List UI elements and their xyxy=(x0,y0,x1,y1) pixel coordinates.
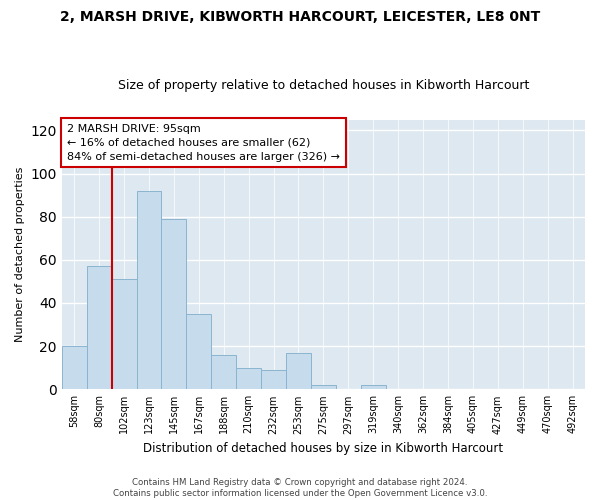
Text: 2, MARSH DRIVE, KIBWORTH HARCOURT, LEICESTER, LE8 0NT: 2, MARSH DRIVE, KIBWORTH HARCOURT, LEICE… xyxy=(60,10,540,24)
Bar xyxy=(187,314,211,390)
Bar xyxy=(62,346,87,390)
Bar xyxy=(112,279,137,390)
Bar xyxy=(261,370,286,390)
Text: Contains HM Land Registry data © Crown copyright and database right 2024.
Contai: Contains HM Land Registry data © Crown c… xyxy=(113,478,487,498)
Y-axis label: Number of detached properties: Number of detached properties xyxy=(15,166,25,342)
Bar xyxy=(361,385,386,390)
Bar xyxy=(161,219,187,390)
X-axis label: Distribution of detached houses by size in Kibworth Harcourt: Distribution of detached houses by size … xyxy=(143,442,503,455)
Title: Size of property relative to detached houses in Kibworth Harcourt: Size of property relative to detached ho… xyxy=(118,79,529,92)
Bar xyxy=(236,368,261,390)
Bar xyxy=(286,352,311,390)
Bar xyxy=(211,355,236,390)
Bar xyxy=(311,385,336,390)
Text: 2 MARSH DRIVE: 95sqm
← 16% of detached houses are smaller (62)
84% of semi-detac: 2 MARSH DRIVE: 95sqm ← 16% of detached h… xyxy=(67,124,340,162)
Bar xyxy=(87,266,112,390)
Bar xyxy=(137,191,161,390)
